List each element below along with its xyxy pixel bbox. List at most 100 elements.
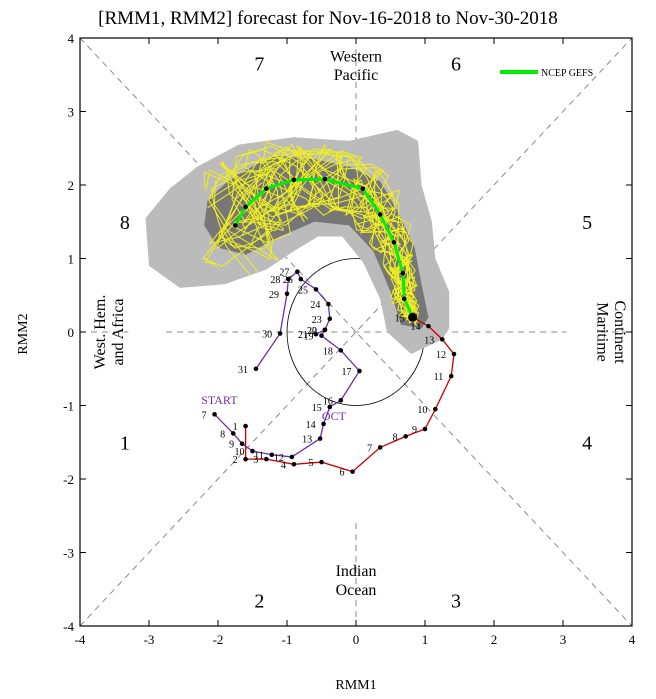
phase-number: 6 — [451, 54, 461, 76]
october-track-point — [295, 269, 300, 275]
diagonal-line — [79, 37, 633, 627]
october-track-point — [269, 452, 275, 458]
october-track-day-label: 14 — [306, 420, 316, 431]
ensemble-mean-point — [400, 270, 406, 276]
november-track-point — [422, 426, 428, 432]
x-axis-label: RMM1 — [335, 678, 377, 693]
ensemble-member-line — [208, 143, 418, 312]
ensemble-member-line — [231, 146, 420, 316]
october-track-day-label: 28 — [270, 275, 280, 286]
november-track-point — [264, 456, 269, 462]
october-track-point — [327, 316, 333, 322]
october-track-day-label: 21 — [298, 330, 308, 341]
october-track-day-label: 29 — [269, 290, 279, 301]
november-track-day-label: 2 — [233, 455, 238, 466]
november-track-day-label: 7 — [367, 443, 372, 454]
y-tick-label: -2 — [63, 472, 74, 487]
november-track-day-label: 10 — [417, 405, 427, 416]
october-track-point — [322, 327, 328, 333]
region-label-right: Maritime — [594, 302, 611, 362]
ensemble-mean-point — [291, 177, 297, 183]
y-tick-label: 3 — [68, 105, 75, 120]
october-track-point — [230, 431, 236, 436]
november-track-day-label: 1 — [233, 422, 238, 433]
november-track-point — [433, 406, 438, 412]
november-track-day-label: 5 — [309, 458, 314, 469]
region-label-top: Pacific — [334, 67, 378, 84]
november-track-day-label: 9 — [412, 425, 417, 436]
october-track-day-label: 23 — [312, 315, 322, 326]
october-track-point — [317, 436, 323, 441]
october-track-day-label: 12 — [274, 453, 284, 464]
phase-number: 5 — [582, 212, 592, 234]
ensemble-mean-point — [360, 186, 366, 191]
phase-number: 7 — [254, 54, 264, 76]
november-track-point — [291, 462, 297, 467]
x-tick-label: 2 — [491, 632, 498, 647]
region-label-top: Western — [330, 49, 382, 66]
x-tick-label: -2 — [213, 632, 224, 647]
ensemble-mean-point — [402, 296, 407, 302]
ensemble-mean-point — [264, 186, 269, 191]
x-tick-label: -1 — [282, 632, 293, 647]
ensemble-member-line — [226, 145, 420, 315]
plot-frame — [79, 37, 633, 627]
x-tick-label: -4 — [75, 632, 86, 647]
ensemble-member-line — [205, 148, 419, 319]
diagonal-line — [79, 37, 633, 627]
x-tick-label: 4 — [629, 632, 636, 647]
phase-number: 3 — [451, 590, 461, 612]
october-track-point — [338, 348, 344, 353]
october-track-day-label: 31 — [238, 365, 248, 376]
october-track-day-label: 20 — [307, 326, 317, 337]
month-label: OCT — [322, 409, 347, 423]
region-label-left: West. Hem. — [92, 295, 109, 370]
october-track-day-label: 22 — [307, 326, 317, 337]
y-tick-label: 2 — [68, 178, 75, 193]
october-track-point — [289, 454, 295, 460]
october-track-day-label: 15 — [312, 403, 322, 414]
november-track-point — [439, 337, 445, 342]
october-track-point — [250, 448, 255, 454]
x-tick-label: 3 — [560, 632, 567, 647]
november-track-point — [448, 373, 454, 379]
grid-layer — [79, 37, 633, 627]
october-track-point — [327, 404, 333, 410]
ensemble-mean-point — [232, 223, 238, 228]
october-track-day-label: 19 — [304, 332, 314, 343]
october-track-point — [284, 291, 290, 297]
october-track-day-label: 16 — [323, 396, 333, 407]
november-track-day-label: 4 — [281, 460, 286, 471]
october-track-point — [326, 301, 331, 307]
chart-title: [RMM1, RMM2] forecast for Nov-16-2018 to… — [98, 8, 558, 29]
november-track-day-label: 6 — [340, 468, 345, 479]
october-track-point — [239, 441, 245, 447]
legend-label: NCEP GEFS — [541, 68, 593, 79]
phase-number: 2 — [254, 590, 264, 612]
x-tick-label: 1 — [422, 632, 429, 647]
region-label-right: Continent — [611, 300, 628, 364]
november-track-point — [451, 351, 457, 357]
november-track-point — [350, 469, 355, 474]
y-tick-label: -3 — [63, 546, 74, 561]
y-tick-label: -4 — [63, 619, 74, 634]
november-track-day-label: 13 — [424, 335, 434, 346]
y-axis-label: RMM2 — [16, 313, 31, 355]
october-track-day-label: 25 — [298, 285, 308, 296]
phase-number: 1 — [120, 432, 130, 454]
phase-number: 4 — [582, 432, 592, 454]
y-tick-label: 0 — [68, 325, 75, 340]
october-track-day-label: 9 — [229, 440, 234, 451]
y-tick-label: 1 — [68, 252, 75, 267]
november-track-day-label: 15 — [395, 313, 405, 324]
november-track-day-label: 14 — [410, 322, 420, 333]
ensemble-members-layer — [202, 141, 420, 327]
october-track-point — [313, 331, 319, 337]
october-track-point — [321, 421, 326, 427]
region-label-bottom: Indian — [336, 563, 377, 580]
october-track-point — [212, 412, 217, 417]
october-track-day-label: 7 — [202, 410, 207, 421]
november-track-day-label: 3 — [253, 455, 258, 466]
